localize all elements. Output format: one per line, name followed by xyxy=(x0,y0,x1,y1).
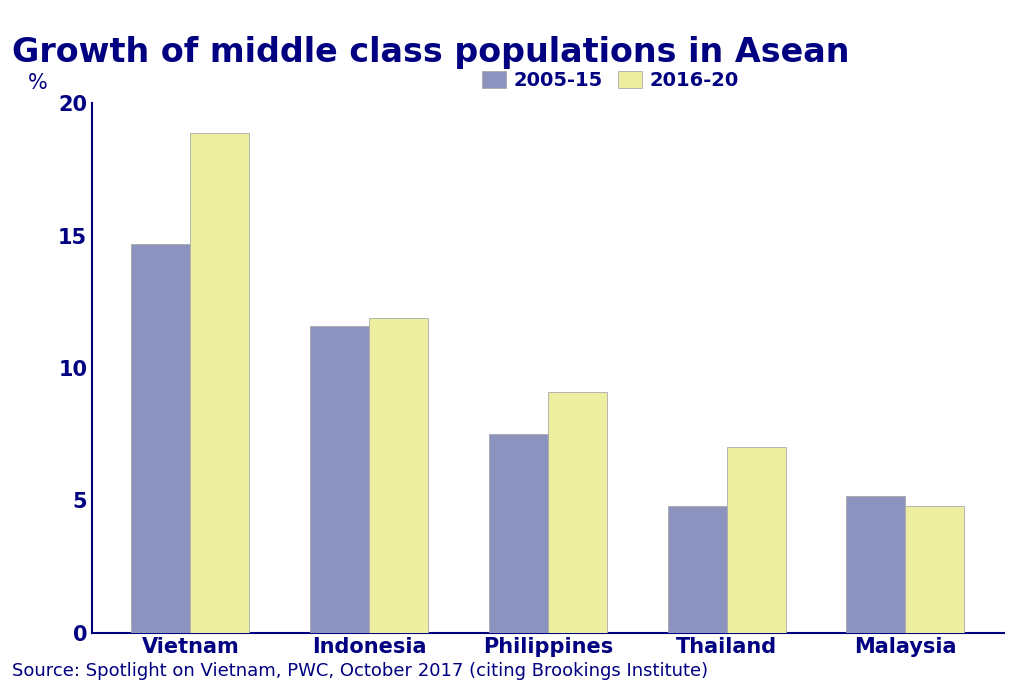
Bar xyxy=(190,133,250,633)
Bar xyxy=(846,496,905,633)
Text: Growth of middle class populations in Asean: Growth of middle class populations in As… xyxy=(12,36,850,69)
Legend: 2005-15, 2016-20: 2005-15, 2016-20 xyxy=(482,71,738,90)
Bar xyxy=(548,392,607,633)
Bar xyxy=(488,434,548,633)
Text: Source: Spotlight on Vietnam, PWC, October 2017 (citing Brookings Institute): Source: Spotlight on Vietnam, PWC, Octob… xyxy=(12,662,709,680)
Bar xyxy=(131,244,190,633)
Bar xyxy=(905,505,965,633)
Bar xyxy=(310,326,369,633)
Bar xyxy=(668,505,727,633)
Bar xyxy=(369,318,428,633)
Bar xyxy=(727,447,785,633)
Text: %: % xyxy=(29,73,48,93)
